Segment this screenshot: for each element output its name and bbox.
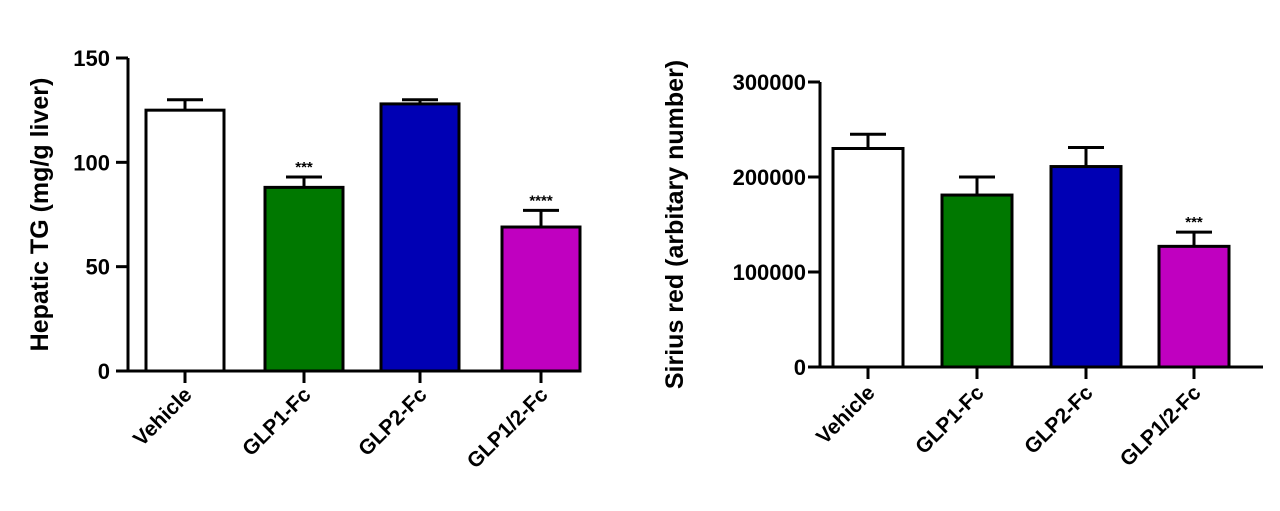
left-category-label-1: Vehicle [129, 383, 196, 450]
left-category-label-2: GLP1-Fc [238, 383, 316, 461]
left-bar-1 [144, 108, 226, 373]
right-significance-4: *** [1185, 214, 1203, 231]
right-bar-2 [940, 193, 1014, 369]
right-y-tick-label-1: 100000 [733, 260, 806, 285]
right-bar-3 [1049, 165, 1123, 369]
right-category-label-4: GLP1/2-Fc [1116, 381, 1206, 471]
right-category-label-3: GLP2-Fc [1020, 381, 1098, 459]
left-significance-2: *** [295, 159, 313, 176]
left-category-label-4: GLP1/2-Fc [463, 383, 553, 473]
left-bar-4 [500, 225, 582, 373]
left-y-axis-title: Hepatic TG (mg/g liver) [26, 78, 54, 352]
right-bar-1 [831, 147, 905, 369]
right-bar-4 [1157, 244, 1231, 369]
left-category-label-3: GLP2-Fc [354, 383, 432, 461]
right-y-tick-label-3: 300000 [733, 70, 806, 95]
right-y-tick-label-2: 200000 [733, 165, 806, 190]
left-bar-3 [379, 102, 461, 373]
left-y-tick-label-3: 150 [73, 46, 110, 71]
right-category-label-2: GLP1-Fc [911, 381, 989, 459]
left-y-tick-label-1: 50 [86, 255, 110, 280]
right-y-tick-label-0: 0 [794, 355, 806, 380]
left-y-tick-label-0: 0 [98, 359, 110, 384]
sirius-red-chart: *** 0 100000 200000 300000 Vehicle GLP1-Fc GLP2… [661, 60, 1263, 471]
right-category-label-1: Vehicle [812, 381, 879, 448]
right-y-axis-title: Sirius red (arbitary number) [661, 60, 689, 389]
left-significance-4: **** [529, 192, 553, 209]
left-y-tick-label-2: 100 [73, 150, 110, 175]
left-bar-2 [263, 185, 345, 373]
